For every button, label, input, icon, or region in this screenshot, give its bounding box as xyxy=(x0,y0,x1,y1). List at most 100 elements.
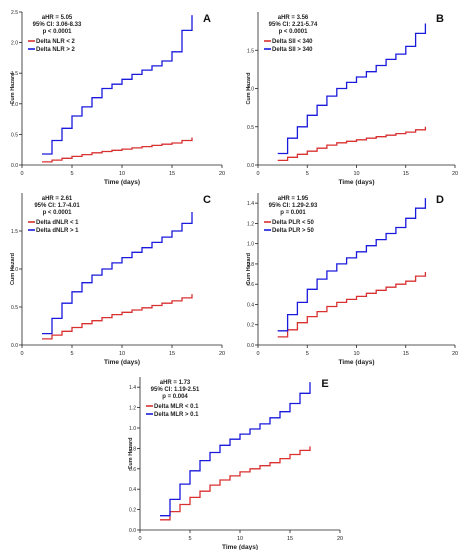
x-tick-label: 15 xyxy=(403,171,409,177)
x-tick-label: 15 xyxy=(403,351,409,357)
stat-line: aHR = 3.56 xyxy=(278,15,309,21)
y-axis-label: Cum Hazard xyxy=(128,437,134,469)
x-tick-label: 10 xyxy=(119,171,125,177)
series-line xyxy=(42,15,193,155)
y-tick-label: 0.2 xyxy=(129,508,136,514)
series-line xyxy=(277,272,427,338)
stat-line: p = 0.004 xyxy=(162,394,188,400)
series-line xyxy=(42,212,193,335)
legend-entry: Delta MLR > 0.1 xyxy=(154,412,199,418)
y-tick-label: 1.5 xyxy=(247,48,254,54)
x-tick-label: 15 xyxy=(169,351,175,357)
x-tick-label: 20 xyxy=(219,171,225,177)
y-axis-label: Cum Hazard xyxy=(246,72,252,104)
x-axis-label: Time (days) xyxy=(338,359,374,366)
legend-entry: Delta MLR < 0.1 xyxy=(154,404,199,410)
y-tick-label: 0.0 xyxy=(129,528,136,534)
stat-line: aHR = 2.61 xyxy=(42,196,73,202)
legend-entry: Delta SII < 340 xyxy=(272,39,313,45)
x-tick-label: 20 xyxy=(337,536,343,542)
legend-entry: Delta SII > 340 xyxy=(272,47,313,53)
y-axis-label: Cum Hazard xyxy=(10,253,16,285)
panel-b: 0 5 10 15 20 0.0 0.5 1.0 1.5 Time (days) Cum Hazar… xyxy=(246,12,458,186)
y-tick-label: 1.2 xyxy=(129,406,136,412)
panel-d: 0 5 10 15 20 0.0 0.2 0.4 0.6 0.8 1.0 1.2 1.4 Time (da… xyxy=(246,193,458,366)
legend-entry: Delta dNLR < 1 xyxy=(36,220,79,226)
series-line xyxy=(160,446,311,521)
legend-entry: Delta PLR > 50 xyxy=(272,228,315,234)
y-tick-label: 0.4 xyxy=(129,487,136,493)
y-tick-label: 1.2 xyxy=(247,221,254,227)
y-tick-label: 0.6 xyxy=(129,467,136,473)
x-tick-label: 0 xyxy=(256,171,259,177)
series-line xyxy=(277,23,427,155)
series-line xyxy=(277,198,427,332)
panel-letter: C xyxy=(203,194,211,206)
y-tick-label: 1.0 xyxy=(247,87,254,93)
x-tick-label: 10 xyxy=(353,171,359,177)
legend-entry: Delta PLR < 50 xyxy=(272,220,315,226)
x-tick-label: 5 xyxy=(306,171,309,177)
y-tick-label: 0.5 xyxy=(11,132,18,138)
legend-entry: Delta NLR < 2 xyxy=(36,39,76,45)
x-axis-label: Time (days) xyxy=(104,179,140,186)
y-tick-label: 0.0 xyxy=(247,163,254,169)
panel-c: 0 5 10 15 20 0.0 0.5 1.0 1.5 Time (days) Cum Hazar… xyxy=(10,193,225,366)
y-tick-label: 0.0 xyxy=(247,343,254,349)
y-tick-label: 0.5 xyxy=(11,305,18,311)
y-tick-label: 0.0 xyxy=(11,163,18,169)
x-axis-label: Time (days) xyxy=(338,179,374,186)
series-line xyxy=(42,294,193,340)
x-tick-label: 5 xyxy=(306,351,309,357)
y-tick-label: 2.5 xyxy=(11,10,18,16)
y-tick-label: 1.0 xyxy=(129,426,136,432)
y-tick-label: 0.6 xyxy=(247,282,254,288)
x-axis-label: Time (days) xyxy=(222,544,258,550)
y-tick-label: 1.0 xyxy=(247,242,254,248)
y-tick-label: 2.0 xyxy=(11,41,18,47)
x-tick-label: 5 xyxy=(70,351,73,357)
series-line xyxy=(42,137,193,163)
x-tick-label: 15 xyxy=(287,536,293,542)
stat-line: 95% CI: 2.21-5.74 xyxy=(269,22,318,28)
x-tick-label: 0 xyxy=(20,351,23,357)
x-tick-label: 10 xyxy=(353,351,359,357)
legend-entry: Delta dNLR > 1 xyxy=(36,228,79,234)
x-tick-label: 5 xyxy=(188,536,191,542)
stat-line: aHR = 1.95 xyxy=(278,196,309,202)
stat-line: aHR = 5.05 xyxy=(42,15,73,21)
series-line xyxy=(160,382,311,517)
stat-line: 95% CI: 1.19-2.51 xyxy=(151,387,200,393)
stat-line: 95% CI: 3.06-8.33 xyxy=(33,22,82,28)
y-axis-label: Cum Hazard xyxy=(10,72,16,104)
x-tick-label: 20 xyxy=(219,351,225,357)
panel-letter: B xyxy=(436,13,444,25)
y-tick-label: 1.4 xyxy=(247,201,254,207)
y-tick-label: 0.4 xyxy=(247,302,254,308)
x-tick-label: 0 xyxy=(256,351,259,357)
y-tick-label: 0.2 xyxy=(247,323,254,329)
x-axis-label: Time (days) xyxy=(104,359,140,366)
y-tick-label: 1.4 xyxy=(129,385,136,391)
panel-e: 0 5 10 15 20 0.0 0.2 0.4 0.6 0.8 1.0 1.2 1.4 Time (da… xyxy=(128,377,343,550)
x-tick-label: 10 xyxy=(119,351,125,357)
stat-line: 95% CI: 1.29-2.93 xyxy=(269,203,318,209)
x-tick-label: 0 xyxy=(138,536,141,542)
panel-letter: E xyxy=(321,378,328,390)
y-tick-label: 1.0 xyxy=(11,267,18,273)
y-tick-label: 1.5 xyxy=(11,229,18,235)
stat-line: p < 0.0001 xyxy=(43,210,73,216)
stat-line: 95% CI: 1.7-4.01 xyxy=(34,203,80,209)
x-tick-label: 15 xyxy=(169,171,175,177)
x-tick-label: 10 xyxy=(237,536,243,542)
panel-letter: A xyxy=(203,13,211,25)
y-tick-label: 0.8 xyxy=(247,262,254,268)
x-tick-label: 20 xyxy=(452,171,458,177)
x-tick-label: 0 xyxy=(20,171,23,177)
x-tick-label: 20 xyxy=(452,351,458,357)
y-tick-label: 1.5 xyxy=(11,71,18,77)
y-tick-label: 0.0 xyxy=(11,343,18,349)
y-tick-label: 1.0 xyxy=(11,102,18,108)
y-tick-label: 0.8 xyxy=(129,446,136,452)
